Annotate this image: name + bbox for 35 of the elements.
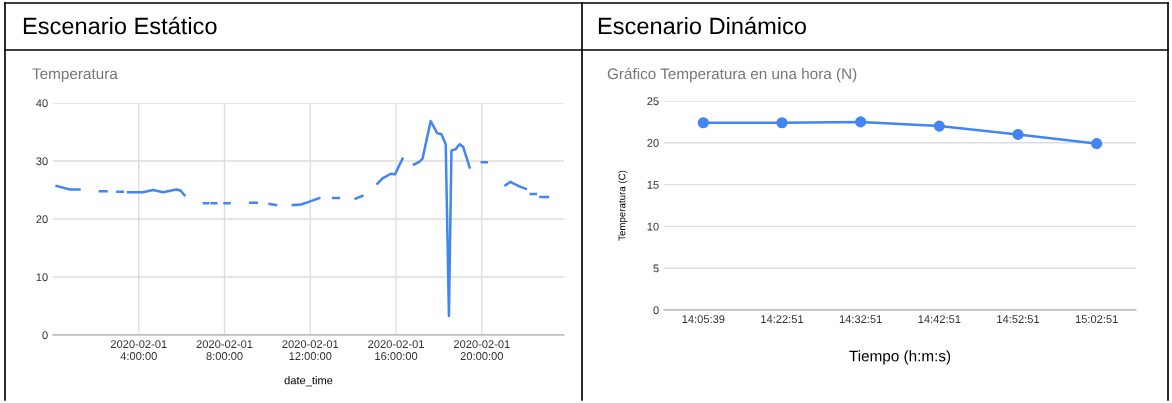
y-tick-label: 5 [653, 264, 659, 273]
x-axis-title: date_time [284, 376, 333, 387]
point [1091, 138, 1103, 150]
point [933, 120, 945, 132]
x-axis-title: Tiempo (h:m:s) [849, 350, 951, 365]
x-tick-label: 2020-02-01 16:00:00 [368, 340, 424, 360]
x-tick-label: 15:02:51 [1075, 315, 1118, 324]
chart-subtitle: Temperatura [32, 68, 118, 83]
x-tick-label: 2020-02-01 20:00:00 [453, 340, 510, 360]
x-tick-label: 14:42:51 [918, 315, 961, 324]
y-tick-label: 30 [36, 157, 48, 166]
x-tick-label: 14:52:51 [997, 315, 1040, 324]
point [1012, 128, 1024, 140]
x-tick-label: 14:32:51 [839, 315, 882, 324]
y-tick-label: 10 [36, 273, 48, 282]
x-tick-label: 14:22:51 [761, 315, 804, 324]
y-tick-label: 25 [647, 97, 659, 106]
y-tick-label: 10 [647, 222, 659, 231]
point [776, 117, 788, 129]
y-tick-label: 20 [36, 215, 48, 224]
x-tick-label: 2020-02-01 8:00:00 [196, 340, 253, 360]
x-tick-label: 2020-02-01 12:00:00 [282, 340, 339, 360]
y-axis-title: Temperatura (C) [618, 170, 628, 241]
y-tick-label: 0 [42, 331, 48, 340]
y-tick-label: 15 [647, 180, 659, 189]
point [697, 117, 709, 129]
chart-title: Escenario Dinámico [598, 16, 806, 35]
y-tick-label: 0 [653, 306, 659, 315]
chart-title: Escenario Estático [23, 16, 217, 35]
chart-subtitle: Gráfico Temperatura en una hora (N) [607, 67, 857, 83]
x-tick-label: 2020-02-01 4:00:00 [110, 340, 167, 360]
y-tick-label: 20 [647, 139, 659, 147]
y-tick-label: 40 [36, 99, 48, 108]
point [855, 116, 867, 128]
x-tick-label: 14:05:39 [682, 315, 725, 324]
